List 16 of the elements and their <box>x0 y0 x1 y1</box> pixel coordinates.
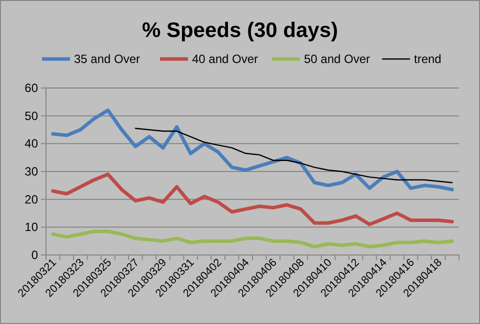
line-series <box>51 230 454 248</box>
legend-label: trend <box>414 52 442 66</box>
y-tick-label: 0 <box>31 248 38 262</box>
y-tick-label: 60 <box>24 81 38 95</box>
y-tick-label: 10 <box>24 220 38 234</box>
y-tick-label: 50 <box>24 108 38 123</box>
legend-label: 40 and Over <box>192 52 258 66</box>
y-tick-label: 40 <box>24 136 38 151</box>
legend-label: 35 and Over <box>74 52 140 66</box>
chart-title: % Speeds (30 days) <box>142 19 338 42</box>
line-series <box>134 128 453 184</box>
line-series <box>51 172 454 226</box>
y-tick-label: 20 <box>24 192 38 206</box>
line-series <box>51 108 454 192</box>
legend-label: 50 and Over <box>304 52 370 66</box>
y-tick-label: 30 <box>24 164 38 178</box>
